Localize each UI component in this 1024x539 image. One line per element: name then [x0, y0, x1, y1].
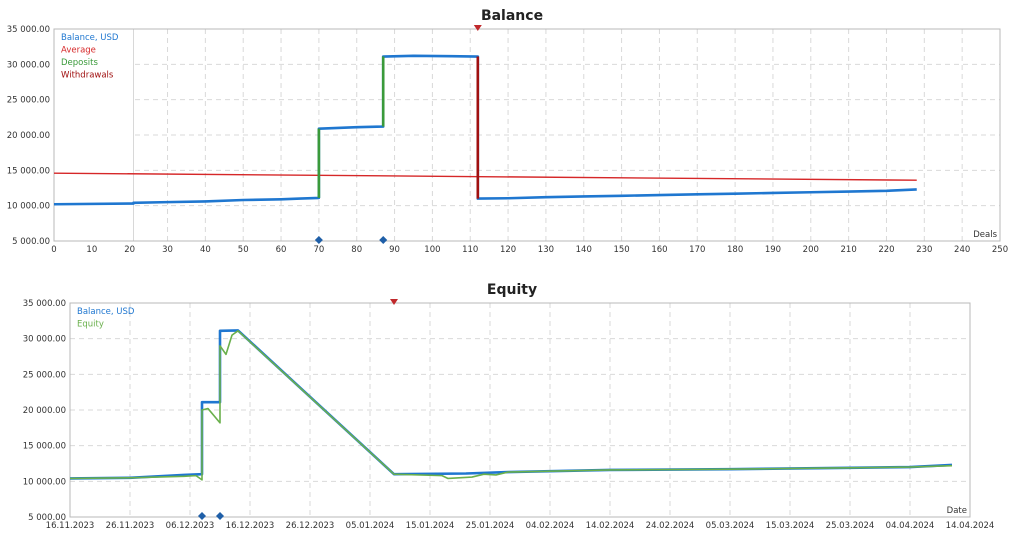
x-tick-label: 04.04.2024 [886, 521, 935, 531]
y-tick-label: 35 000.00 [23, 299, 66, 309]
x-tick-label: 26.11.2023 [106, 521, 155, 531]
equity-x-ticks: 16.11.2023 26.11.2023 06.12.2023 16.12.2023… [46, 521, 995, 531]
equity-plot-frame [69, 302, 971, 518]
x-tick-label: 190 [765, 245, 781, 255]
x-tick-label: 80 [351, 245, 362, 255]
legend-entry: Deposits [61, 58, 98, 68]
equity-markers [198, 299, 398, 520]
balance-markers [314, 25, 482, 244]
x-tick-label: 70 [313, 245, 324, 255]
y-tick-label: 5 000.00 [28, 513, 66, 523]
x-tick-label: 20 [124, 245, 135, 255]
y-tick-label: 15 000.00 [23, 442, 66, 452]
legend-entry: Balance, USD [61, 33, 119, 43]
x-tick-label: 15.01.2024 [406, 521, 455, 531]
y-tick-label: 20 000.00 [23, 406, 66, 416]
x-tick-label: 15.03.2024 [766, 521, 815, 531]
y-tick-label: 10 000.00 [23, 477, 66, 487]
x-tick-label: 160 [651, 245, 667, 255]
y-tick-label: 25 000.00 [23, 370, 66, 380]
x-tick-label: 250 [992, 245, 1008, 255]
legend-entry: Equity [77, 320, 104, 330]
x-tick-label: 210 [841, 245, 857, 255]
deposit-marker [216, 512, 224, 520]
x-tick-label: 06.12.2023 [166, 521, 215, 531]
x-tick-label: 140 [576, 245, 592, 255]
x-tick-label: 220 [878, 245, 894, 255]
series-equity-line [69, 330, 953, 481]
equity-legend: Balance, USD Equity [77, 307, 135, 330]
series-average-line [53, 172, 917, 181]
x-tick-label: 150 [613, 245, 629, 255]
x-tick-label: 26.12.2023 [286, 521, 335, 531]
series-balance-usd-line [53, 54, 917, 206]
balance-x-ticks: 0 10 20 30 40 50 60 70 80 90 100 110 120 130 140 150 160… [51, 245, 1008, 255]
deposit-marker [314, 236, 323, 244]
x-tick-label: 16.11.2023 [46, 521, 95, 531]
x-tick-label: 14.04.2024 [946, 521, 995, 531]
x-tick-label: 25.01.2024 [466, 521, 515, 531]
y-tick-label: 5 000.00 [12, 237, 50, 247]
x-tick-label: 30 [162, 245, 173, 255]
x-tick-label: 50 [238, 245, 249, 255]
balance-y-ticks: 5 000.00 10 000.00 15 000.00 20 000.00 25 00… [7, 25, 50, 247]
x-tick-label: 05.01.2024 [346, 521, 395, 531]
x-tick-label: 16.12.2023 [226, 521, 275, 531]
x-tick-label: 130 [538, 245, 554, 255]
legend-entry: Withdrawals [61, 71, 114, 81]
equity-x-axis-label: Date [947, 506, 967, 516]
y-tick-label: 25 000.00 [7, 96, 50, 106]
x-tick-label: 230 [916, 245, 932, 255]
equity-chart: Equity 5 000.00 10 000.00 15 000.00 20 000.… [23, 282, 995, 531]
x-tick-label: 10 [86, 245, 97, 255]
x-tick-label: 24.02.2024 [646, 521, 695, 531]
balance-x-axis-label: Deals [973, 230, 997, 240]
x-tick-label: 60 [276, 245, 287, 255]
deposit-marker [379, 236, 388, 244]
y-tick-label: 30 000.00 [23, 335, 66, 345]
x-tick-label: 180 [727, 245, 743, 255]
x-tick-label: 0 [51, 245, 56, 255]
x-tick-label: 110 [462, 245, 478, 255]
x-tick-label: 14.02.2024 [586, 521, 635, 531]
balance-chart-title: Balance [481, 8, 543, 24]
equity-y-ticks: 5 000.00 10 000.00 15 000.00 20 000.00 25 00… [23, 299, 66, 523]
equity-chart-title: Equity [487, 282, 537, 298]
y-tick-label: 15 000.00 [7, 166, 50, 176]
y-tick-label: 10 000.00 [7, 202, 50, 212]
x-tick-label: 04.02.2024 [526, 521, 575, 531]
deposit-marker [198, 512, 206, 520]
y-tick-label: 30 000.00 [7, 60, 50, 70]
equity-series-group [69, 329, 953, 481]
x-tick-label: 40 [200, 245, 211, 255]
y-tick-label: 20 000.00 [7, 131, 50, 141]
withdrawal-marker [473, 25, 482, 31]
x-tick-label: 100 [424, 245, 440, 255]
balance-legend: Balance, USD Average Deposits Withdrawals [61, 33, 119, 81]
balance-plot-frame [53, 28, 1001, 242]
x-tick-label: 170 [689, 245, 705, 255]
x-tick-label: 240 [954, 245, 970, 255]
withdrawal-marker [390, 299, 398, 305]
balance-grid [53, 28, 1001, 242]
x-tick-label: 25.03.2024 [826, 521, 875, 531]
x-tick-label: 90 [389, 245, 400, 255]
x-tick-label: 05.03.2024 [706, 521, 755, 531]
legend-entry: Balance, USD [77, 307, 135, 317]
y-tick-label: 35 000.00 [7, 25, 50, 35]
balance-series-group [53, 54, 917, 206]
balance-chart: Balance 5 000.00 10 000.00 15 000.00 20 000… [7, 8, 1008, 255]
x-tick-label: 120 [500, 245, 516, 255]
x-tick-label: 200 [803, 245, 819, 255]
legend-entry: Average [61, 46, 96, 56]
balance-history-highlight [54, 29, 134, 241]
